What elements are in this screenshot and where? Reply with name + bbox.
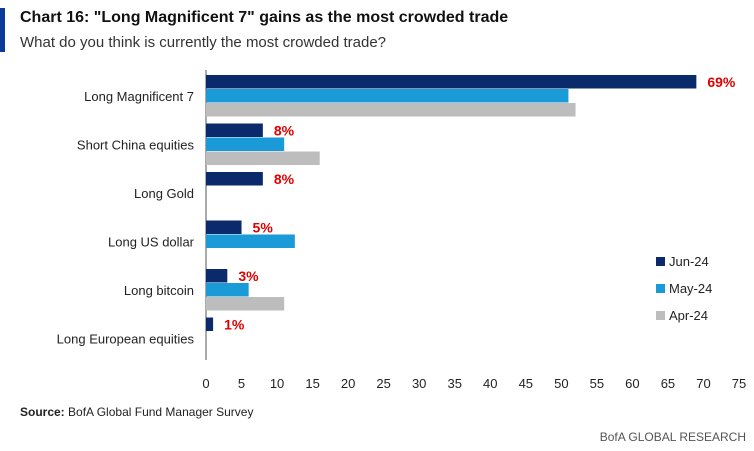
chart-subtitle: What do you think is currently the most …	[20, 34, 387, 51]
data-label: 8%	[274, 123, 295, 139]
category-label: Long European equities	[57, 332, 195, 347]
category-label: Long Magnificent 7	[84, 89, 194, 104]
bar-may-24	[206, 137, 285, 151]
title-accent-bar	[0, 8, 5, 52]
data-label: 69%	[707, 74, 736, 90]
x-tick-label: 20	[341, 376, 355, 391]
bar-apr-24	[206, 103, 576, 117]
x-tick-label: 70	[696, 376, 710, 391]
x-tick-label: 30	[412, 376, 426, 391]
data-label: 3%	[238, 268, 259, 284]
legend-label: May-24	[669, 281, 712, 296]
bar-jun-24	[206, 172, 263, 186]
x-tick-label: 40	[483, 376, 497, 391]
x-tick-label: 10	[270, 376, 284, 391]
data-label: 5%	[253, 220, 274, 236]
x-tick-label: 55	[590, 376, 604, 391]
category-label: Long bitcoin	[124, 283, 194, 298]
category-label: Long US dollar	[108, 235, 195, 250]
bar-jun-24	[206, 317, 214, 331]
category-label: Short China equities	[77, 138, 195, 153]
x-tick-label: 65	[661, 376, 675, 391]
bar-may-24	[206, 234, 295, 248]
bar-jun-24	[206, 123, 263, 137]
x-tick-label: 0	[202, 376, 209, 391]
bar-jun-24	[206, 220, 242, 234]
source-label: Source:	[20, 405, 65, 419]
x-tick-label: 75	[732, 376, 746, 391]
x-tick-label: 45	[519, 376, 533, 391]
source-text: BofA Global Fund Manager Survey	[68, 405, 254, 419]
bar-jun-24	[206, 75, 697, 89]
x-tick-label: 35	[447, 376, 461, 391]
x-tick-label: 50	[554, 376, 568, 391]
bar-jun-24	[206, 269, 228, 283]
source-note: Source: BofA Global Fund Manager Survey	[20, 405, 253, 419]
bar-apr-24	[206, 151, 320, 165]
legend-swatch	[656, 257, 665, 266]
x-tick-label: 60	[625, 376, 639, 391]
legend-label: Apr-24	[669, 308, 708, 323]
bar-apr-24	[206, 297, 285, 311]
data-label: 1%	[224, 317, 245, 333]
category-label: Long Gold	[134, 186, 194, 201]
x-tick-label: 5	[238, 376, 245, 391]
brand-label: BofA GLOBAL RESEARCH	[599, 430, 746, 444]
legend-label: Jun-24	[669, 254, 709, 269]
legend-swatch	[656, 311, 665, 320]
chart-title: Chart 16: "Long Magnificent 7" gains as …	[20, 9, 509, 26]
bar-may-24	[206, 283, 249, 297]
bar-may-24	[206, 89, 569, 103]
x-tick-label: 15	[305, 376, 319, 391]
data-label: 8%	[274, 171, 295, 187]
x-tick-label: 25	[376, 376, 390, 391]
legend-swatch	[656, 284, 665, 293]
